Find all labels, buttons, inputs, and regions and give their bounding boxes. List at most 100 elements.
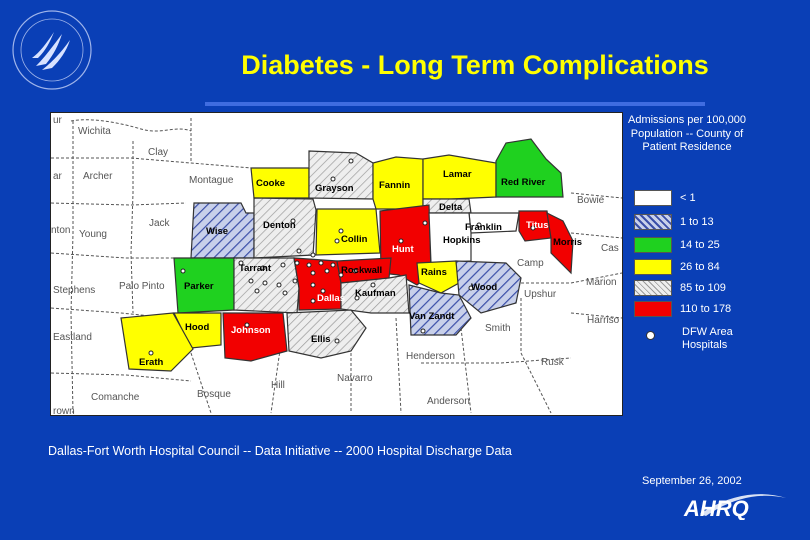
- county-boundaries: [51, 118, 622, 414]
- slide-title: Diabetes - Long Term Complications: [241, 50, 709, 80]
- hospital-dot: [238, 260, 244, 266]
- label-hill: Hill: [271, 380, 285, 391]
- hospital-dot: [530, 225, 536, 231]
- county-hopkins: [428, 212, 472, 264]
- county-denton: [253, 197, 317, 259]
- hospital-dot: [324, 268, 330, 274]
- label-tarrant: Tarrant: [239, 263, 272, 274]
- hospital-dot: [244, 322, 250, 328]
- hhs-seal-logo: [12, 10, 92, 90]
- label-camp: Camp: [517, 258, 544, 269]
- title-underline: [205, 102, 705, 106]
- hospital-dot: [248, 278, 254, 284]
- hospital-dot: [310, 298, 316, 304]
- label-collin: Collin: [341, 234, 368, 245]
- label-frag-ar: ar: [53, 171, 63, 182]
- hospital-dot: [468, 285, 474, 291]
- hospital-dot: [420, 328, 426, 334]
- hospital-dot: [306, 262, 312, 268]
- legend-swatch: [634, 280, 672, 296]
- label-smith: Smith: [485, 323, 511, 334]
- legend-swatch: [634, 259, 672, 275]
- county-kaufman: [340, 274, 410, 314]
- label-rains: Rains: [421, 267, 447, 278]
- legend-label: 110 to 178: [680, 303, 732, 315]
- label-eastland: Eastland: [53, 332, 92, 343]
- label-montague: Montague: [189, 175, 234, 186]
- label-ellis: Ellis: [311, 334, 331, 345]
- county-johnson: [222, 312, 288, 362]
- label-cass: Cas: [601, 243, 619, 254]
- legend-label: 1 to 13: [680, 216, 714, 228]
- hospital-dot: [330, 262, 336, 268]
- county-titus: [518, 210, 552, 242]
- label-anderson: Anderson: [427, 396, 470, 407]
- label-archer: Archer: [83, 171, 113, 182]
- hospital-dot: [310, 252, 316, 258]
- county-morris: [546, 211, 574, 275]
- hospital-markers: [148, 158, 536, 356]
- label-hopkins: Hopkins: [443, 235, 480, 246]
- hospital-dot: [398, 238, 404, 244]
- label-navarro: Navarro: [337, 373, 373, 384]
- hospital-dot: [148, 350, 154, 356]
- county-tarrant: [233, 257, 300, 314]
- label-hunt: Hunt: [392, 244, 414, 255]
- label-kaufman: Kaufman: [355, 288, 396, 299]
- hospital-dot: [422, 220, 428, 226]
- hospital-dot: [290, 218, 296, 224]
- hospital-dot: [334, 238, 340, 244]
- legend-swatch: [634, 214, 672, 230]
- label-stephens: Stephens: [53, 285, 95, 296]
- label-lamar: Lamar: [443, 169, 472, 180]
- hospital-dot: [338, 272, 344, 278]
- label-hood: Hood: [185, 322, 209, 333]
- hospital-dot: [348, 158, 354, 164]
- label-palo-pinto: Palo Pinto: [119, 281, 165, 292]
- legend-label: 26 to 84: [680, 261, 720, 273]
- label-bowie: Bowie: [577, 195, 605, 206]
- hospital-dot: [370, 282, 376, 288]
- county-rains: [416, 260, 460, 294]
- county-map: Cooke Grayson Fannin Lamar Red River Del…: [50, 112, 623, 416]
- label-frag-rown: rown: [53, 406, 75, 415]
- legend-title: Admissions per 100,000 Population -- Cou…: [627, 114, 746, 153]
- label-wise: Wise: [206, 226, 228, 237]
- label-erath: Erath: [139, 357, 163, 368]
- county-red-river: [495, 138, 564, 198]
- label-morris: Morris: [553, 237, 582, 248]
- label-delta: Delta: [439, 202, 463, 213]
- date-text: September 26, 2002: [642, 475, 742, 487]
- label-henderson: Henderson: [406, 351, 455, 362]
- label-red-river: Red River: [501, 177, 546, 188]
- label-denton: Denton: [263, 220, 296, 231]
- hospital-dot: [254, 288, 260, 294]
- hospital-dot: [330, 176, 336, 182]
- hospital-dot: [352, 268, 358, 274]
- hospital-dot: [338, 228, 344, 234]
- legend-hospital-label: DFW Area Hospitals: [682, 326, 733, 351]
- hospital-dot: [280, 262, 286, 268]
- label-dallas: Dallas: [317, 293, 345, 304]
- hospital-dot: [260, 265, 266, 271]
- legend-swatch: [634, 301, 672, 317]
- hospital-dot: [318, 260, 324, 266]
- hospital-dot: [294, 260, 300, 266]
- hospital-dot: [310, 270, 316, 276]
- label-fannin: Fannin: [379, 180, 410, 191]
- legend-swatch: [634, 190, 672, 206]
- label-comanche: Comanche: [91, 392, 140, 403]
- label-johnson: Johnson: [231, 325, 271, 336]
- hospital-dot: [476, 222, 482, 228]
- hospital-dot: [320, 288, 326, 294]
- legend-swatch: [634, 237, 672, 253]
- hospital-dot: [296, 248, 302, 254]
- label-cooke: Cooke: [256, 178, 285, 189]
- label-harrison: Harriso: [587, 315, 620, 326]
- label-frag-nton: nton: [51, 225, 70, 236]
- label-franklin: Franklin: [465, 222, 502, 233]
- hospital-dot: [310, 282, 316, 288]
- label-wichita: Wichita: [78, 126, 111, 137]
- label-young: Young: [79, 229, 107, 240]
- source-note: Dallas-Fort Worth Hospital Council -- Da…: [48, 444, 512, 458]
